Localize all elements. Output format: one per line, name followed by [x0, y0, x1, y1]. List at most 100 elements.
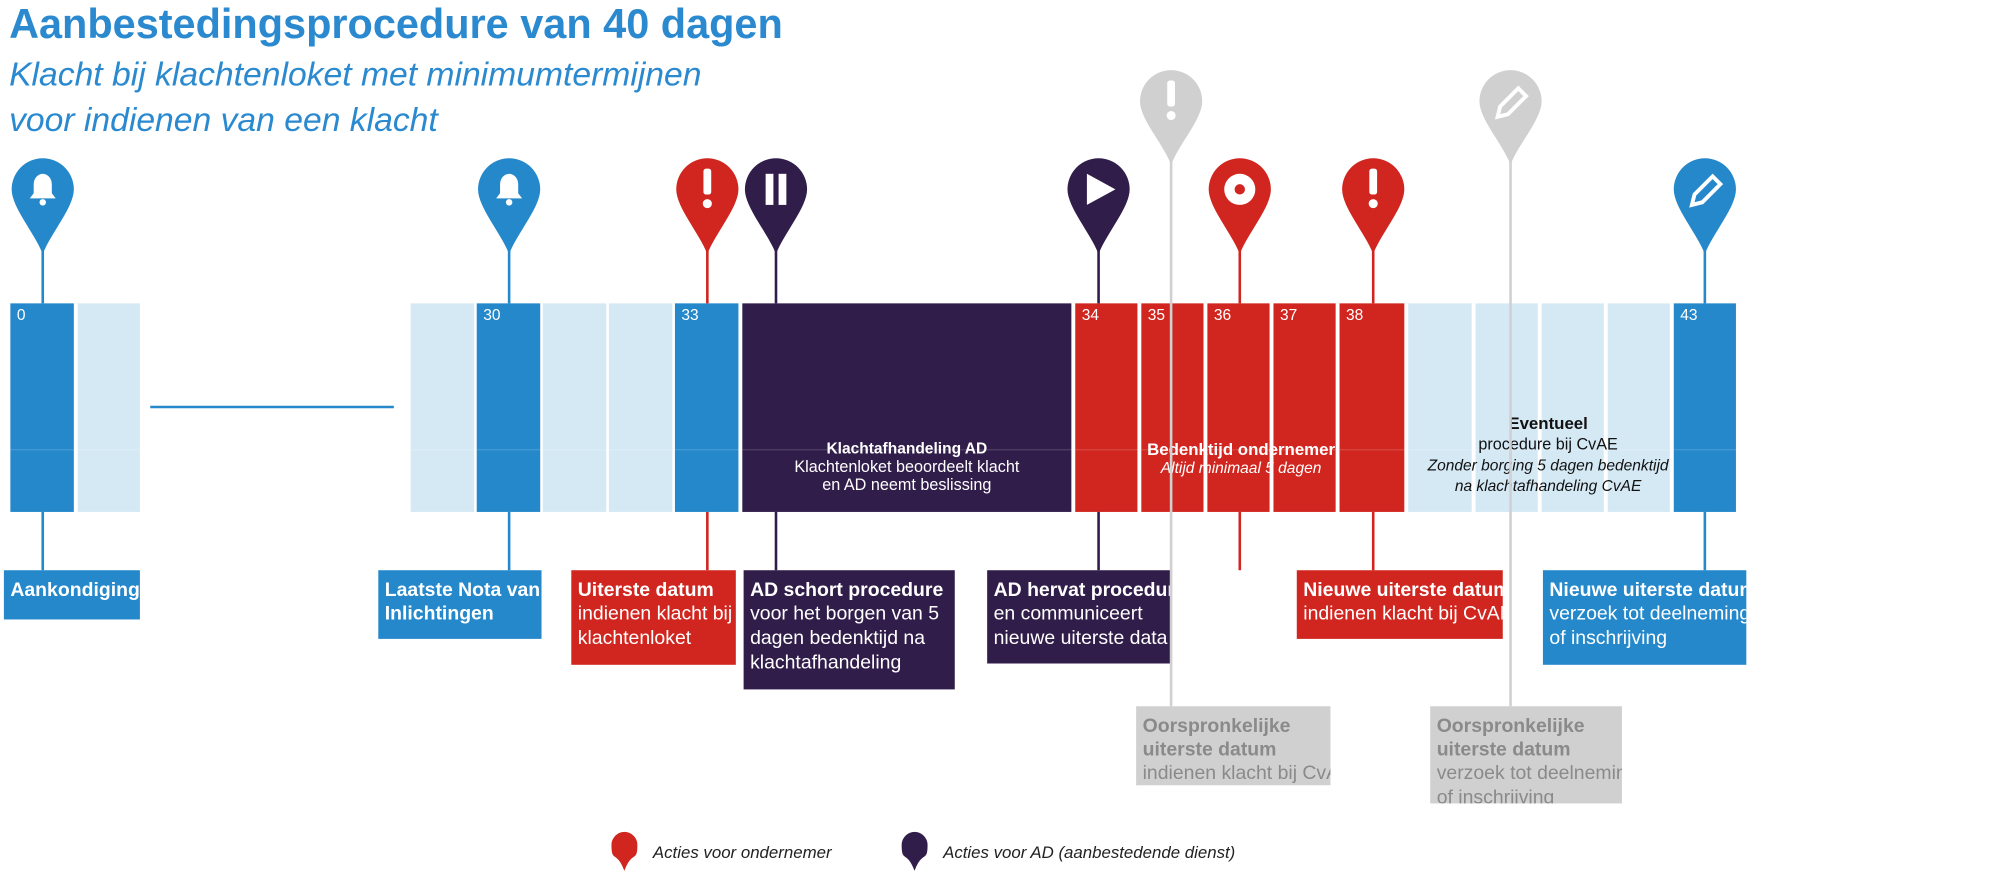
block-title: Bedenktijd ondernemer [1147, 440, 1335, 459]
block-text: Klachtenloket beoordeelt klacht [794, 458, 1019, 476]
label-box [1430, 706, 1622, 804]
cell [1075, 303, 1138, 512]
cell [1673, 303, 1736, 512]
icon-excl [1166, 110, 1176, 121]
legend-pin [611, 831, 638, 871]
label-text: dagen bedenktijd na [750, 627, 925, 649]
label-text: of inschrijving [1437, 786, 1555, 808]
cell [742, 303, 1072, 512]
label-box [571, 570, 736, 665]
subtitle: Klacht bij klachtenloket met minimumterm… [9, 57, 701, 94]
label-title: Oorspronkelijke [1143, 715, 1291, 737]
label-title: uiterste datum [1437, 738, 1571, 760]
block-note: na klachtafhandeling CvAE [1455, 478, 1642, 495]
cell [1207, 303, 1270, 512]
icon-pencil [1494, 85, 1529, 120]
label-title: Nieuwe uiterste datum [1303, 579, 1510, 601]
pin [1479, 70, 1542, 165]
cell [1408, 303, 1472, 512]
label-text: klachtafhandeling [750, 652, 901, 674]
label-text: en communiceert [994, 602, 1144, 624]
cell [1475, 303, 1538, 512]
day-number: 38 [1346, 307, 1363, 324]
label-box [987, 570, 1170, 664]
label-title: AD hervat procedure [994, 579, 1186, 601]
title: Aanbestedingsprocedure van 40 dagen [9, 0, 783, 47]
cell [77, 303, 140, 512]
label-title: Oorspronkelijke [1437, 715, 1585, 737]
day-number: 34 [1082, 307, 1100, 324]
cell [476, 303, 541, 512]
label-title: Inlichtingen [385, 602, 494, 624]
cell [608, 303, 673, 512]
block-text: procedure bij CvAE [1478, 436, 1618, 454]
icon-play [1086, 173, 1116, 205]
block-title: Eventueel [1508, 414, 1588, 433]
icon-excl [1368, 199, 1378, 209]
label-text: indienen klacht bij CvAE [1143, 762, 1352, 784]
legend-text: Acties voor ondernemer [652, 843, 833, 862]
label-text: verzoek tot deelneming [1437, 762, 1638, 784]
label-text: verzoek tot deelneming [1549, 602, 1750, 624]
label-text: indienen klacht bij CvAE [1303, 602, 1512, 624]
day-number: 37 [1280, 307, 1297, 324]
block-title: Klachtafhandeling AD [826, 441, 987, 458]
label: Aankondiging [10, 579, 139, 601]
label-text: indienen klacht bij [578, 602, 732, 624]
label-box [1296, 570, 1503, 639]
day-number: 36 [1214, 307, 1231, 324]
pin [1673, 158, 1736, 255]
icon-excl [703, 168, 712, 195]
pin [744, 158, 808, 255]
label-text: nieuwe uiterste data [994, 627, 1168, 649]
icon-excl [1369, 168, 1378, 195]
icon-brain [1234, 184, 1245, 195]
pin [1067, 158, 1130, 255]
subtitle: voor indienen van een klacht [9, 102, 439, 139]
cell [1339, 303, 1405, 512]
cell [10, 303, 74, 512]
label-text: of inschrijving [1549, 627, 1667, 649]
cell [1607, 303, 1670, 512]
cell [674, 303, 739, 512]
label-title: Uiterste datum [578, 579, 714, 601]
cell [1273, 303, 1336, 512]
icon-bell [505, 199, 513, 206]
icon-bell [496, 173, 523, 199]
legend-text: Acties voor AD (aanbestedende dienst) [942, 843, 1235, 862]
label-text: klachtenloket [578, 627, 692, 649]
label-title: AD schort procedure [750, 579, 943, 601]
label-title: Nieuwe uiterste datum [1549, 579, 1756, 601]
label-box [378, 570, 542, 639]
day-number: 0 [17, 307, 26, 324]
day-number: 30 [483, 307, 501, 324]
day-number: 33 [681, 307, 698, 324]
label-text: voor het borgen van 5 [750, 602, 939, 624]
icon-pencil [1689, 173, 1724, 208]
block-text: en AD neemt beslissing [822, 476, 991, 494]
pin [1208, 158, 1271, 255]
pin [11, 158, 74, 255]
icon-bell [29, 173, 56, 199]
label-box [1542, 570, 1747, 665]
cell [542, 303, 607, 512]
day-number: 35 [1148, 307, 1165, 324]
pin [478, 158, 541, 255]
cell [410, 303, 475, 512]
icon-bell [39, 199, 46, 206]
cell [1541, 303, 1604, 512]
label-box [743, 570, 955, 690]
block-note: Altijd minimaal 5 dagen [1160, 460, 1322, 477]
icon-pause [778, 173, 787, 205]
label-title: Laatste Nota van [385, 579, 540, 601]
label-title: uiterste datum [1143, 738, 1277, 760]
